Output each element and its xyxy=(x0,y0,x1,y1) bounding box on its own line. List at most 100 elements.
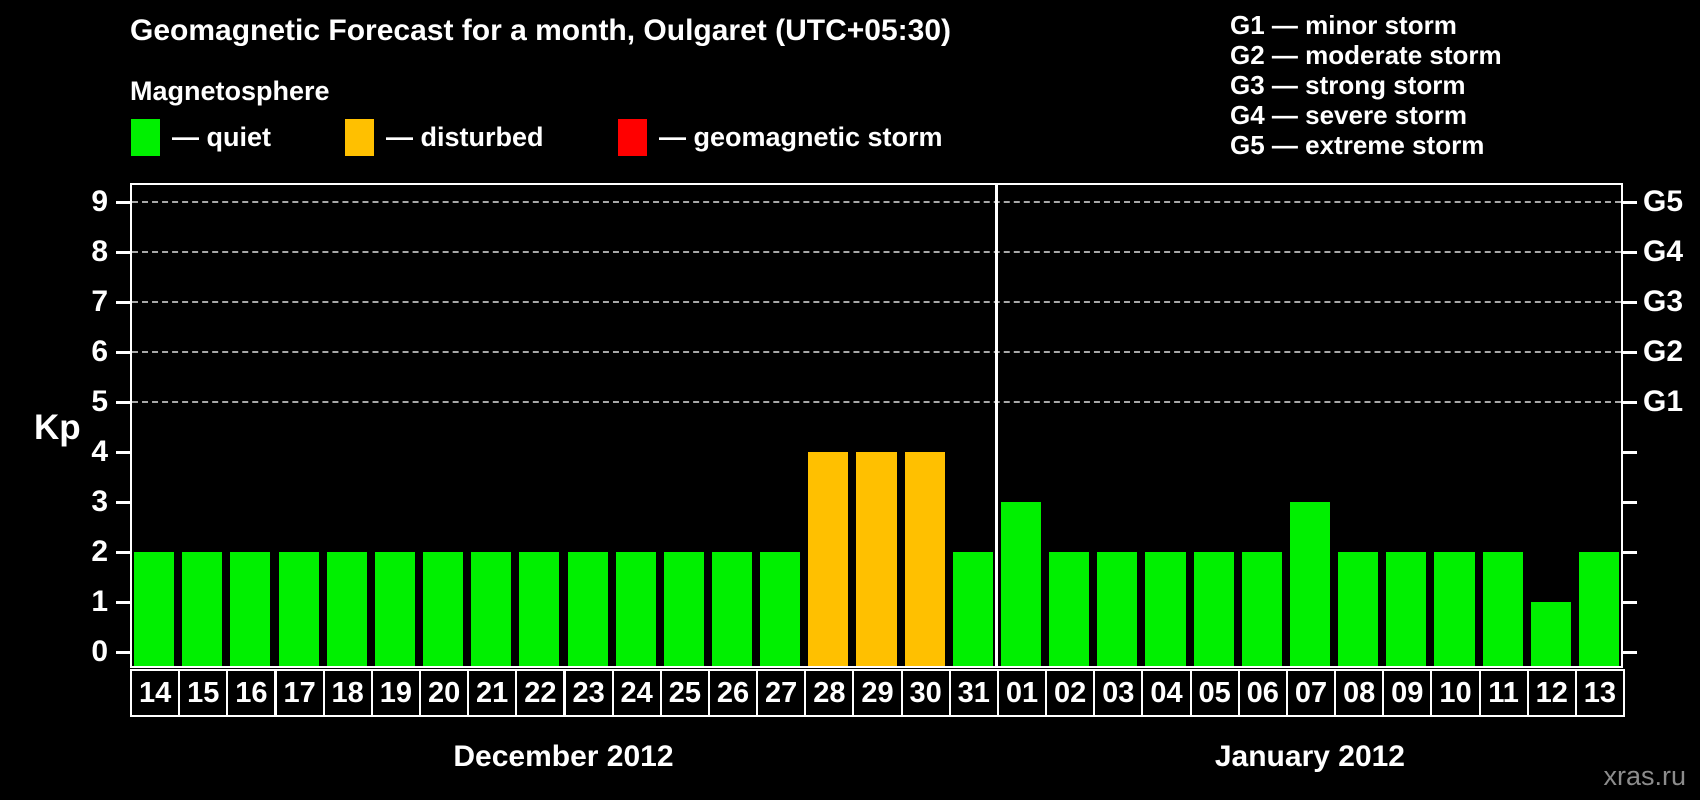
bar-january-04 xyxy=(1145,552,1186,666)
watermark: xras.ru xyxy=(1603,761,1686,791)
day-label-january-08: 08 xyxy=(1334,669,1385,717)
bar-december-30 xyxy=(904,452,945,666)
day-label-december-16: 16 xyxy=(226,669,277,717)
month-label-december: December 2012 xyxy=(453,740,674,773)
y-tick-label-9: 9 xyxy=(91,185,108,218)
bar-january-06 xyxy=(1241,552,1282,666)
day-label-january-05: 05 xyxy=(1189,669,1240,717)
day-label-january-06: 06 xyxy=(1237,669,1288,717)
bar-december-28 xyxy=(808,452,849,666)
day-label-january-04: 04 xyxy=(1141,669,1192,717)
day-label-january-12: 12 xyxy=(1526,669,1577,717)
y-tick-left-0 xyxy=(116,651,130,654)
y-tick-left-7 xyxy=(116,301,130,304)
y-tick-label-8: 8 xyxy=(91,235,108,268)
g-legend-line-g5: G5 — extreme storm xyxy=(1230,130,1485,160)
bar-january-03 xyxy=(1097,552,1138,666)
bar-december-20 xyxy=(423,552,464,666)
day-label-december-30: 30 xyxy=(900,669,951,717)
legend-label-storm: — geomagnetic storm xyxy=(659,121,943,152)
magnetosphere-heading: Magnetosphere xyxy=(130,76,330,106)
bar-january-08 xyxy=(1338,552,1379,666)
bar-january-13 xyxy=(1578,552,1619,666)
day-label-december-26: 26 xyxy=(707,669,759,717)
gridline-kp-5 xyxy=(132,401,1621,403)
y-tick-left-4 xyxy=(116,451,130,454)
y-tick-left-8 xyxy=(116,251,130,254)
bar-january-11 xyxy=(1482,552,1523,666)
plot-content xyxy=(130,183,1623,668)
y-tick-right-6 xyxy=(1623,351,1637,354)
g-legend-line-g2: G2 — moderate storm xyxy=(1230,40,1502,70)
g-scale-legend: G1 — minor storm G2 — moderate storm G3 — … xyxy=(1230,10,1502,160)
legend-item-storm: — geomagnetic storm xyxy=(618,118,943,156)
right-axis-label-g4: G4 xyxy=(1643,235,1684,268)
day-label-january-01: 01 xyxy=(996,669,1048,717)
day-label-january-13: 13 xyxy=(1574,669,1625,717)
bar-january-09 xyxy=(1386,552,1427,666)
day-label-january-10: 10 xyxy=(1430,669,1481,717)
y-tick-label-4: 4 xyxy=(91,435,108,468)
bar-december-31 xyxy=(952,552,993,666)
day-label-january-09: 09 xyxy=(1382,669,1433,717)
day-label-december-17: 17 xyxy=(274,669,325,717)
bar-december-24 xyxy=(615,552,656,666)
month-separator xyxy=(995,185,999,666)
y-tick-right-4 xyxy=(1623,451,1637,454)
y-tick-label-2: 2 xyxy=(91,535,108,568)
day-label-december-28: 28 xyxy=(804,669,855,717)
bar-december-19 xyxy=(374,552,415,666)
day-label-january-07: 07 xyxy=(1285,669,1337,717)
bar-december-15 xyxy=(182,552,223,666)
y-tick-right-2 xyxy=(1623,551,1637,554)
g-legend-line-g3: G3 — strong storm xyxy=(1230,70,1466,100)
y-tick-left-1 xyxy=(116,601,130,604)
y-tick-right-5 xyxy=(1623,401,1637,404)
day-label-december-24: 24 xyxy=(611,669,662,717)
bar-january-05 xyxy=(1193,552,1234,666)
y-axis-title: Kp xyxy=(34,408,81,447)
bar-january-12 xyxy=(1530,602,1571,666)
day-label-december-20: 20 xyxy=(419,669,470,717)
right-axis-label-g3: G3 xyxy=(1643,285,1684,318)
day-label-december-14: 14 xyxy=(130,669,181,717)
day-label-december-27: 27 xyxy=(756,669,807,717)
y-tick-label-0: 0 xyxy=(91,635,108,668)
bar-january-02 xyxy=(1049,552,1090,666)
y-tick-right-3 xyxy=(1623,501,1637,504)
y-tick-right-0 xyxy=(1623,651,1637,654)
bar-december-29 xyxy=(856,452,897,666)
day-label-december-21: 21 xyxy=(467,669,518,717)
y-tick-right-1 xyxy=(1623,601,1637,604)
y-tick-label-5: 5 xyxy=(91,385,108,418)
y-tick-left-3 xyxy=(116,501,130,504)
y-tick-label-3: 3 xyxy=(91,485,108,518)
bar-december-25 xyxy=(663,552,704,666)
y-tick-left-5 xyxy=(116,401,130,404)
right-axis-label-g5: G5 xyxy=(1643,185,1684,218)
day-label-december-15: 15 xyxy=(178,669,229,717)
day-label-december-29: 29 xyxy=(852,669,903,717)
y-tick-left-6 xyxy=(116,351,130,354)
day-label-january-02: 02 xyxy=(1045,669,1096,717)
y-tick-right-9 xyxy=(1623,201,1637,204)
legend-swatch-disturbed-icon xyxy=(345,118,374,156)
day-label-december-25: 25 xyxy=(659,669,710,717)
y-tick-label-1: 1 xyxy=(91,585,108,618)
y-tick-label-6: 6 xyxy=(91,335,108,368)
bar-december-26 xyxy=(711,552,753,666)
legend-item-disturbed: — disturbed xyxy=(345,118,544,156)
bar-december-18 xyxy=(326,552,367,666)
month-label-january: January 2012 xyxy=(1214,740,1405,773)
bar-january-01 xyxy=(1000,502,1042,666)
gridline-kp-6 xyxy=(132,351,1621,353)
y-tick-right-8 xyxy=(1623,251,1637,254)
gridline-kp-7 xyxy=(132,301,1621,303)
day-label-january-03: 03 xyxy=(1093,669,1144,717)
day-label-december-19: 19 xyxy=(370,669,421,717)
bar-january-10 xyxy=(1434,552,1475,666)
right-axis-label-g1: G1 xyxy=(1643,385,1684,418)
bar-january-07 xyxy=(1289,502,1331,666)
y-tick-left-2 xyxy=(116,551,130,554)
